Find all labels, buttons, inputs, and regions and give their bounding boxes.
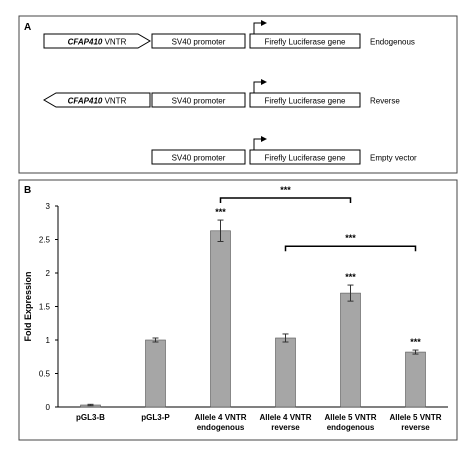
x-tick-label: Allele 5 VNTR bbox=[389, 413, 441, 422]
construct-row: SV40 promoter Firefly Luciferase gene Empt… bbox=[151, 136, 417, 165]
reporter-label: Firefly Luciferase gene bbox=[265, 38, 346, 47]
y-tick-label: 0.5 bbox=[39, 370, 51, 379]
bar bbox=[210, 230, 231, 408]
construct-row: CFAP410 VNTR SV40 promoter Firefly Lucifer… bbox=[43, 79, 400, 108]
promoter-box bbox=[151, 149, 246, 165]
reporter-box bbox=[249, 149, 361, 165]
comparison-significance: *** bbox=[345, 233, 356, 243]
y-tick-label: 1 bbox=[46, 336, 51, 345]
significance-marker: *** bbox=[410, 337, 421, 347]
vntr-suffix: VNTR bbox=[102, 97, 126, 106]
reporter-label: Firefly Luciferase gene bbox=[265, 154, 346, 163]
vntr-arrow-reverse bbox=[43, 92, 151, 108]
x-tick-label: Allele 4 VNTR bbox=[194, 413, 246, 422]
bar-chart: 0 0.5 1 1.5 2 2.5 3 Fold Expression pGL3-B pGL3-P… bbox=[23, 185, 448, 432]
promoter-label: SV40 promoter bbox=[172, 97, 226, 106]
x-tick-label: reverse bbox=[401, 423, 430, 432]
comparison-bracket bbox=[219, 197, 352, 203]
y-tick-label: 0 bbox=[46, 403, 51, 412]
vntr-arrow-forward bbox=[43, 33, 151, 49]
panel-a-label: A bbox=[24, 22, 31, 33]
x-tick-label: reverse bbox=[271, 423, 300, 432]
promoter-box bbox=[151, 33, 246, 49]
bar bbox=[145, 339, 166, 408]
vntr-label: CFAP410 VNTR bbox=[68, 38, 127, 47]
x-tick-label: pGL3-P bbox=[141, 413, 170, 422]
transcription-start-arrow bbox=[253, 79, 267, 93]
panel-b-frame bbox=[18, 179, 458, 441]
vntr-label: CFAP410 VNTR bbox=[68, 97, 127, 106]
construct-name: Reverse bbox=[370, 97, 400, 106]
x-tick-label: Allele 4 VNTR bbox=[259, 413, 311, 422]
transcription-start-arrow bbox=[253, 136, 267, 150]
panel-b-label: B bbox=[24, 185, 31, 196]
bar bbox=[275, 337, 296, 408]
y-tick-label: 1.5 bbox=[39, 303, 51, 312]
x-tick-label: pGL3-B bbox=[76, 413, 105, 422]
transcription-start-arrow bbox=[253, 20, 267, 34]
significance-marker: *** bbox=[215, 207, 226, 217]
promoter-box bbox=[151, 92, 246, 108]
y-tick-label: 2 bbox=[46, 269, 51, 278]
vntr-suffix: VNTR bbox=[102, 38, 126, 47]
reporter-box bbox=[249, 92, 361, 108]
comparison-significance: *** bbox=[280, 185, 291, 195]
construct-row: CFAP410 VNTR SV40 promoter Firefly Lucifer… bbox=[43, 20, 415, 49]
y-axis-label: Fold Expression bbox=[23, 271, 33, 341]
bar bbox=[340, 292, 361, 408]
reporter-box bbox=[249, 33, 361, 49]
x-tick-label: endogenous bbox=[327, 423, 375, 432]
comparison-bracket bbox=[284, 245, 417, 252]
y-tick-label: 3 bbox=[46, 202, 51, 211]
bar bbox=[405, 351, 426, 408]
vntr-gene-name: CFAP410 bbox=[68, 97, 103, 106]
x-tick-label: Allele 5 VNTR bbox=[324, 413, 376, 422]
significance-marker: *** bbox=[345, 272, 356, 282]
vntr-gene-name: CFAP410 bbox=[68, 38, 103, 47]
construct-name: Empty vector bbox=[370, 154, 417, 163]
reporter-label: Firefly Luciferase gene bbox=[265, 97, 346, 106]
x-tick-label: endogenous bbox=[197, 423, 245, 432]
construct-rows: CFAP410 VNTR SV40 promoter Firefly Lucifer… bbox=[43, 20, 417, 165]
construct-name: Endogenous bbox=[370, 38, 415, 47]
promoter-label: SV40 promoter bbox=[172, 38, 226, 47]
y-tick-label: 2.5 bbox=[39, 236, 51, 245]
promoter-label: SV40 promoter bbox=[172, 154, 226, 163]
